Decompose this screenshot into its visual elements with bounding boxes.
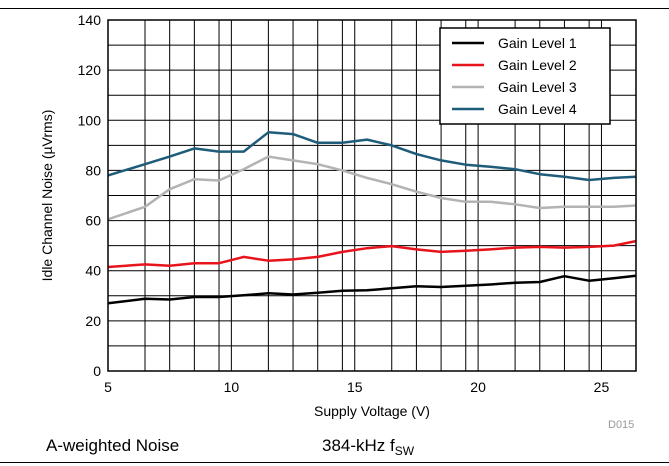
y-tick-label: 140	[78, 12, 102, 28]
y-tick-label: 20	[85, 313, 101, 329]
caption-frequency-subscript: SW	[394, 444, 415, 458]
y-tick-label: 80	[85, 162, 101, 178]
series-layer	[107, 131, 637, 305]
y-tick-label: 120	[78, 62, 102, 78]
figure-id-annotation: D015	[608, 419, 634, 431]
series-line-gain-level-3	[107, 155, 637, 221]
plot-frame	[107, 19, 637, 372]
caption-frequency-text: 384-kHz f	[322, 436, 395, 455]
legend-label: Gain Level 2	[498, 57, 577, 73]
top-rule	[0, 8, 669, 9]
legend-label: Gain Level 1	[498, 35, 577, 51]
bottom-rule	[0, 462, 669, 463]
tick-labels: 5 10 15 20 25 0 20 40 60 80 100 120 140	[78, 12, 610, 395]
y-axis-label: Idle Channel Noise (µVrms)	[39, 110, 55, 282]
x-axis-label: Supply Voltage (V)	[314, 403, 430, 419]
series-line-gain-level-1	[107, 274, 637, 305]
x-tick-label: 15	[347, 379, 363, 395]
y-tick-label: 40	[85, 263, 101, 279]
series-line-gain-level-4	[107, 131, 637, 182]
caption-weighting: A-weighted Noise	[46, 436, 180, 455]
y-tick-label: 60	[85, 213, 101, 229]
x-tick-label: 10	[224, 379, 240, 395]
legend-label: Gain Level 4	[498, 101, 577, 117]
legend-label: Gain Level 3	[498, 79, 577, 95]
x-tick-label: 25	[594, 379, 610, 395]
x-tick-label: 5	[104, 379, 112, 395]
y-tick-label: 100	[78, 112, 102, 128]
line-chart: 5 10 15 20 25 0 20 40 60 80 100 120 140 Supply Volta…	[39, 12, 637, 431]
y-tick-label: 0	[93, 363, 101, 379]
series-line-gain-level-2	[107, 239, 637, 269]
x-tick-label: 20	[470, 379, 486, 395]
legend: Gain Level 1 Gain Level 2 Gain Level 3 Gain…	[439, 27, 611, 125]
caption-switching-frequency: 384-kHz fSW	[322, 436, 414, 458]
